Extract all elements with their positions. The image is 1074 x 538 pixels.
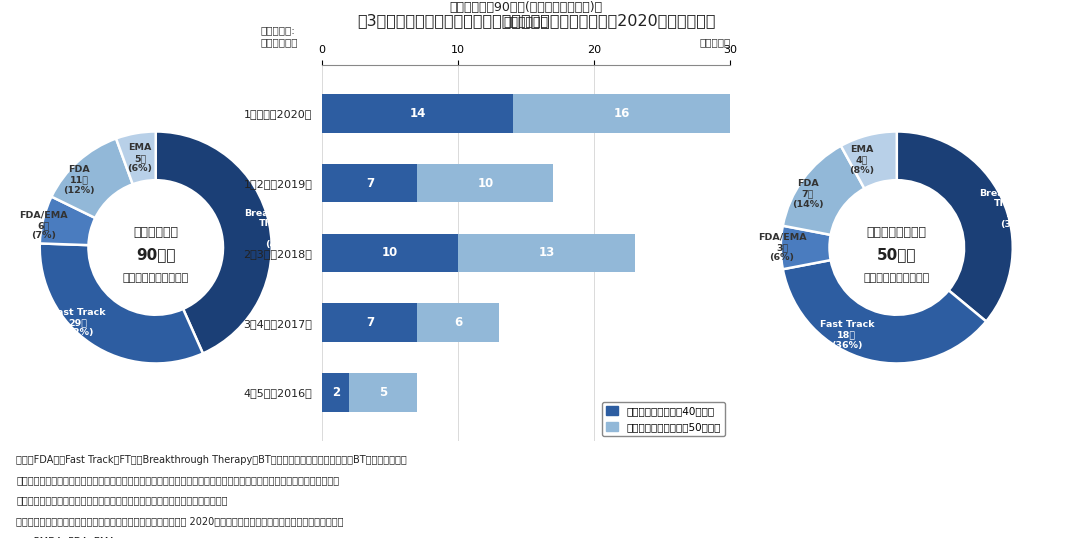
Title: 国内未承認薬90品目(欧米オーファン薬)の
承認遅延状況: 国内未承認薬90品目(欧米オーファン薬)の 承認遅延状況 (450, 1, 603, 29)
Bar (322, 164, 418, 202)
Text: 16: 16 (613, 107, 629, 120)
Text: Fast Track
29品
(32%): Fast Track 29品 (32%) (50, 308, 105, 337)
Bar (349, 373, 418, 412)
Text: 14: 14 (409, 107, 425, 120)
Bar (322, 94, 512, 132)
Text: （品目数）: （品目数） (699, 37, 730, 47)
Text: 注３：ここで示した承認遅延の状況は、未承認薬の欧米承認年と 2020年末調査時点との差を表した暇定的な値である。: 注３：ここで示した承認遅延の状況は、未承認薬の欧米承認年と 2020年末調査時点… (16, 516, 344, 526)
Text: 国内未承認薬: 国内未承認薬 (133, 226, 178, 239)
Text: 6: 6 (454, 316, 463, 329)
Bar (322, 373, 349, 412)
Text: 90品目: 90品目 (136, 247, 175, 262)
Wedge shape (841, 131, 897, 188)
Text: EMA
4品
(8%): EMA 4品 (8%) (850, 145, 874, 175)
Text: 注１：FDAよりFast Track（FT）とBreakthrough Therapy（BT）の両方の指定を受けた品目はBT品として集計。: 注１：FDAよりFast Track（FT）とBreakthrough Ther… (16, 455, 407, 465)
Wedge shape (783, 146, 865, 235)
Text: 2: 2 (332, 386, 339, 399)
Bar (322, 233, 459, 272)
Wedge shape (116, 131, 156, 184)
Text: 出所：PMDA、FDA、EMAの各公開情報、明日の新薬（株式会社テクノミック）をもとに医薬産業政策研究所にて作成: 出所：PMDA、FDA、EMAの各公開情報、明日の新薬（株式会社テクノミック）を… (16, 536, 355, 538)
Text: FDA
7品
(14%): FDA 7品 (14%) (792, 179, 824, 209)
Text: （承認遅延:
欧米承認年）: （承認遅延: 欧米承認年） (261, 25, 299, 47)
Wedge shape (783, 260, 986, 364)
Bar (512, 94, 730, 132)
Text: 7: 7 (366, 316, 374, 329)
Text: 10: 10 (382, 246, 398, 259)
Text: 13: 13 (538, 246, 555, 259)
Wedge shape (52, 138, 133, 218)
Text: EMA
5品
(6%): EMA 5品 (6%) (128, 144, 153, 173)
Wedge shape (40, 243, 203, 364)
Text: 図3　欧米でオーファン指定を受けた国内未承認薬の内訳（2020年調査時点）: 図3 欧米でオーファン指定を受けた国内未承認薬の内訳（2020年調査時点） (358, 13, 716, 29)
Text: Breakthrough
Therapy
18品
(36%): Breakthrough Therapy 18品 (36%) (978, 189, 1053, 229)
Bar (459, 233, 635, 272)
Text: FDA/EMA
6品
(7%): FDA/EMA 6品 (7%) (19, 211, 68, 240)
Wedge shape (156, 131, 272, 353)
Text: 5: 5 (379, 386, 388, 399)
Text: 国内開発情報なし: 国内開発情報なし (867, 226, 927, 239)
Text: Fast Track
18品
(36%): Fast Track 18品 (36%) (819, 320, 874, 350)
Text: Breakthrough
Therapy
39品
(43%): Breakthrough Therapy 39品 (43%) (244, 209, 318, 249)
Wedge shape (897, 131, 1013, 321)
Text: 目のほか、国内開発中止、中断、３年以上の開発情報更新なしの品目を含む。: 目のほか、国内開発中止、中断、３年以上の開発情報更新なしの品目を含む。 (16, 495, 228, 506)
Text: 7: 7 (366, 176, 374, 189)
Bar (322, 303, 418, 342)
Text: 10: 10 (477, 176, 494, 189)
Text: （欧米オーファン薬）: （欧米オーファン薬） (863, 273, 930, 282)
Wedge shape (781, 226, 830, 269)
Text: FDA/EMA
3品
(6%): FDA/EMA 3品 (6%) (757, 232, 807, 263)
Bar (418, 164, 553, 202)
Text: 50品目: 50品目 (877, 247, 916, 262)
Text: 注２：開発情報は「明日の新薬」の記載に準じる。国内開発情報なしの品目には、調査時点で開発情報が得られなかった品: 注２：開発情報は「明日の新薬」の記載に準じる。国内開発情報なしの品目には、調査時… (16, 475, 339, 485)
Wedge shape (40, 196, 96, 245)
Legend: 国内開発中（合計：40品目）, 開発情報なし（合計：50品目）: 国内開発中（合計：40品目）, 開発情報なし（合計：50品目） (601, 402, 725, 436)
Text: （欧米オーファン薬）: （欧米オーファン薬） (122, 273, 189, 282)
Bar (418, 303, 499, 342)
Text: FDA
11品
(12%): FDA 11品 (12%) (63, 165, 96, 195)
